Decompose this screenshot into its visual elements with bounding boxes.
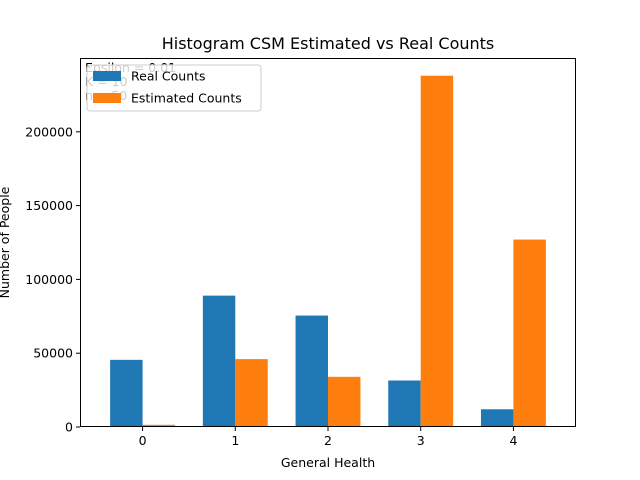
bar-estimated-counts-1 — [235, 359, 268, 427]
x-tick-label: 0 — [139, 433, 147, 448]
y-tick-label: 0 — [65, 420, 73, 435]
x-tick-label: 1 — [231, 433, 239, 448]
bar-real-counts-2 — [295, 315, 328, 427]
legend-swatch — [93, 93, 121, 103]
legend-swatch — [93, 71, 121, 81]
legend-label: Real Counts — [131, 69, 206, 84]
legend: Real Counts Estimated Counts — [86, 64, 262, 112]
y-axis: 0 50000 100000 150000 200000 — [25, 124, 80, 435]
bar-estimated-counts-3 — [420, 75, 454, 427]
y-tick-label: 50000 — [33, 346, 73, 361]
y-tick-label: 100000 — [25, 272, 73, 287]
x-axis-label: General Health — [281, 455, 375, 470]
plot-border — [80, 58, 576, 427]
y-axis-label: Number of People — [0, 186, 12, 298]
legend-label: Estimated Counts — [131, 91, 242, 106]
x-tick-label: 2 — [324, 433, 332, 448]
bar-estimated-counts-0 — [142, 424, 176, 427]
x-tick-label: 4 — [509, 433, 517, 448]
bar-real-counts-0 — [110, 359, 143, 427]
bar-real-counts-4 — [480, 409, 514, 427]
y-tick-label: 200000 — [25, 124, 73, 139]
bar-estimated-counts-2 — [328, 376, 361, 427]
x-axis: 0 1 2 3 4 — [139, 427, 517, 448]
legend-box — [86, 64, 262, 112]
x-tick-label: 3 — [417, 433, 425, 448]
bar-estimated-counts-4 — [513, 239, 546, 427]
bar-real-counts-3 — [388, 380, 421, 427]
bar-real-counts-1 — [202, 295, 236, 427]
bars-group — [110, 75, 546, 427]
chart-title: Histogram CSM Estimated vs Real Counts — [162, 34, 495, 53]
y-tick-label: 150000 — [25, 198, 73, 213]
